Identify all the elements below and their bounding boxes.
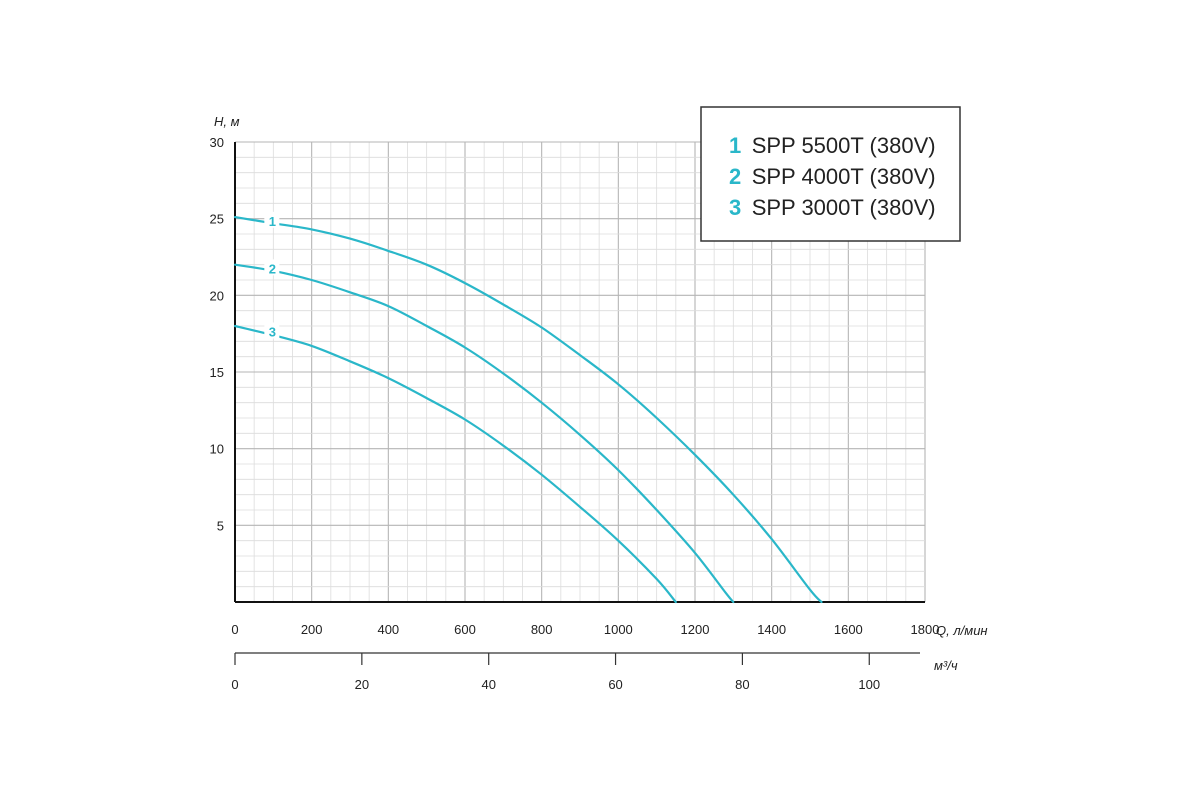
x-tick-label: 200	[301, 622, 323, 637]
x-tick-label: 800	[531, 622, 553, 637]
legend-number: 3	[729, 195, 741, 220]
legend: 1 SPP 5500T (380V) 2 SPP 4000T (380V) 3 …	[700, 106, 961, 242]
legend-box	[700, 106, 961, 242]
grid	[235, 141, 926, 602]
y-tick-label: 15	[210, 365, 224, 380]
curve-2	[233, 263, 735, 604]
curve-number-label: 2	[269, 261, 276, 276]
x2-tick-label: 40	[481, 677, 495, 692]
axes	[234, 142, 925, 665]
curve-3	[233, 324, 677, 604]
legend-number: 1	[729, 133, 741, 158]
x-tick-label: 600	[454, 622, 476, 637]
legend-item: 3 SPP 3000T (380V)	[729, 195, 936, 220]
curve-number-label: 3	[269, 325, 276, 340]
x-tick-label: 1800	[911, 622, 940, 637]
x2-axis-title: м³/ч	[934, 658, 958, 673]
x2-tick-label: 0	[231, 677, 238, 692]
y-tick-label: 30	[210, 135, 224, 150]
y-tick-label: 20	[210, 288, 224, 303]
x-tick-label: 0	[231, 622, 238, 637]
legend-item: 2 SPP 4000T (380V)	[729, 164, 936, 189]
y-axis-title: H, м	[214, 114, 240, 129]
curves: 1 2 3	[233, 211, 823, 604]
curve-label-background	[264, 211, 280, 228]
x-tick-label: 1200	[681, 622, 710, 637]
tick-labels: 0 200 400 600 800 1000 1200 1400 1600 18005101520…	[210, 135, 940, 692]
x2-tick-label: 80	[735, 677, 749, 692]
x-tick-label: 1600	[834, 622, 863, 637]
x-tick-label: 1000	[604, 622, 633, 637]
legend-label: SPP 4000T (380V)	[752, 164, 936, 189]
x2-tick-label: 60	[608, 677, 622, 692]
legend-label: SPP 3000T (380V)	[752, 195, 936, 220]
x-axis-title: Q, л/мин	[936, 623, 988, 638]
y-tick-label: 25	[210, 212, 224, 227]
legend-item: 1 SPP 5500T (380V)	[729, 133, 936, 158]
x2-tick-label: 100	[858, 677, 880, 692]
legend-label: SPP 5500T (380V)	[752, 133, 936, 158]
y-tick-label: 10	[210, 442, 224, 457]
x-tick-label: 1400	[757, 622, 786, 637]
curve-number-label: 1	[269, 214, 276, 229]
x-tick-label: 400	[377, 622, 399, 637]
curve-label-background	[264, 322, 280, 339]
y-tick-label: 5	[217, 518, 224, 533]
legend-number: 2	[729, 164, 741, 189]
curve-label-background	[264, 259, 280, 276]
curve-1	[233, 216, 823, 604]
x2-tick-label: 20	[355, 677, 369, 692]
